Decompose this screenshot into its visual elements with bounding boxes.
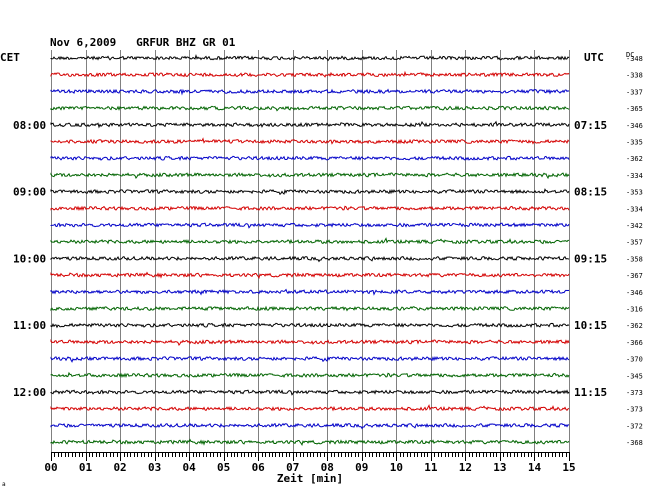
trace-line [50,255,570,263]
dc-offset-label: -335 [626,139,643,147]
dc-offset-label: -357 [626,239,643,247]
trace-line [50,137,570,145]
utc-label: 11:15 [574,386,607,399]
trace-line [50,88,570,96]
dc-offset-label: -362 [626,322,643,330]
utc-label: 08:15 [574,186,607,199]
trace-line [50,237,569,245]
cet-hour-label: 11:00 [13,319,46,332]
dc-offset-label: -334 [626,172,643,180]
dc-offset-label: -366 [626,339,643,347]
trace-line [50,305,570,312]
trace-line [50,70,570,78]
utc-label: 07:15 [574,119,607,132]
x-tick-label: 15 [562,461,575,474]
trace-line [50,188,570,196]
left-axis-label: CET [0,51,20,64]
trace-line [50,389,570,396]
dc-offset-label: -373 [626,406,643,414]
x-tick-label: 05 [217,461,230,474]
trace-line [50,222,570,229]
dc-offset-label: -337 [626,88,643,96]
trace-line [50,371,570,378]
dc-offset-label: -342 [626,222,643,230]
x-tick-label: 01 [79,461,93,474]
trace-line [50,404,570,412]
dc-offset-label: -373 [626,389,643,397]
trace-line [50,155,570,161]
dc-offset-label: -345 [626,372,643,380]
x-tick-label: 09 [355,461,368,474]
dc-offset-label: -365 [626,105,643,113]
trace-group [50,53,570,447]
x-tick-label: 00 [44,461,57,474]
corner-mark: a [2,481,6,488]
dc-offset-label: -362 [626,155,643,163]
label-group: 08:00 09:00 10:00 11:00 12:00 07:15 08:15 09:15… [13,55,643,447]
trace-line [50,438,570,447]
dc-offset-label: -353 [626,189,643,197]
x-axis: 00 01 02 03 04 05 06 07 08 09 10 11 12 13 14 15 [44,452,576,474]
trace-line [50,120,570,129]
trace-line [50,205,570,211]
utc-label: 09:15 [574,252,607,265]
trace-line [50,288,570,296]
trace-line [50,355,570,363]
x-tick-label: 04 [183,461,197,474]
dc-offset-label: -346 [626,122,643,130]
trace-line [50,322,570,329]
x-tick-label: 03 [148,461,161,474]
dc-offset-label: -348 [626,55,643,63]
trace-line [50,53,570,62]
x-tick-label: 11 [424,461,438,474]
cet-hour-label: 09:00 [13,186,46,199]
x-tick-label: 10 [390,461,403,474]
x-tick-label: 13 [493,461,506,474]
cet-hour-label: 12:00 [13,386,46,399]
x-tick-label: 08 [321,461,334,474]
trace-line [50,271,570,280]
dc-offset-label: -372 [626,422,643,430]
right-axis-label: UTC [584,51,604,64]
grid-lines [51,50,570,452]
cet-hour-label: 10:00 [13,252,46,265]
dc-offset-label: -316 [626,306,643,314]
dc-offset-label: -334 [626,205,643,213]
dc-label: DC [626,51,634,59]
trace-line [50,105,570,112]
x-tick-label: 12 [459,461,472,474]
trace-line [50,422,570,430]
x-axis-label: Zeit [min] [277,472,343,485]
x-tick-label: 07 [286,461,299,474]
trace-line [50,338,570,346]
dc-offset-label: -370 [626,356,643,364]
dc-offset-label: -358 [626,255,643,263]
x-tick-label: 06 [252,461,266,474]
trace-line [50,172,570,180]
dc-offset-label: -367 [626,272,643,280]
dc-offset-label: -368 [626,439,643,447]
cet-hour-label: 08:00 [13,119,46,132]
dc-offset-label: -338 [626,72,643,80]
utc-label: 10:15 [574,319,607,332]
dc-offset-label: -346 [626,289,643,297]
x-tick-label: 14 [528,461,542,474]
x-tick-label: 02 [113,461,126,474]
chart-title: Nov 6,2009 GRFUR BHZ GR 01 [50,36,236,49]
